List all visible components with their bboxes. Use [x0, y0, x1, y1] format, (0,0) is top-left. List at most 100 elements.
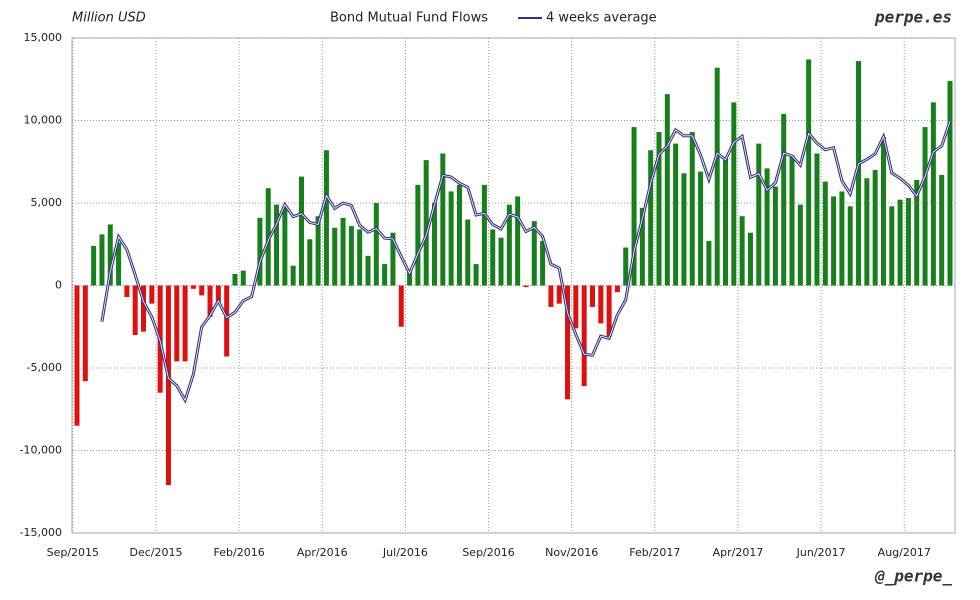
bar	[531, 221, 537, 286]
bar	[706, 240, 712, 286]
bar	[523, 285, 529, 288]
bar	[307, 239, 313, 286]
bar	[565, 285, 571, 400]
bar	[190, 285, 196, 289]
bar	[506, 204, 512, 286]
bar	[340, 217, 346, 286]
bar	[498, 237, 504, 286]
bar	[540, 240, 546, 286]
bar	[124, 285, 130, 298]
x-tick-label: Feb/2016	[214, 546, 265, 559]
bar	[448, 191, 454, 286]
y-tick-label: -10,000	[20, 444, 62, 457]
bar	[889, 206, 895, 286]
bar	[814, 153, 820, 286]
bar	[839, 191, 845, 286]
bar	[631, 127, 637, 286]
bar	[116, 242, 122, 286]
average-line	[100, 120, 952, 404]
bar	[490, 229, 496, 286]
bar	[373, 203, 379, 286]
y-tick-label: 5,000	[31, 196, 63, 209]
bar	[199, 285, 205, 296]
bar	[290, 265, 296, 286]
bar	[831, 196, 837, 286]
bar	[856, 61, 862, 286]
bar	[606, 285, 612, 337]
bar	[423, 160, 429, 286]
y-tick-label: 15,000	[24, 31, 63, 44]
bar	[548, 285, 554, 307]
bar	[781, 113, 787, 286]
bar	[91, 245, 97, 286]
bar	[132, 285, 138, 335]
bar	[365, 255, 371, 286]
bar	[415, 184, 421, 286]
x-tick-label: Sep/2016	[462, 546, 514, 559]
bar	[232, 273, 238, 286]
bar	[689, 132, 695, 286]
bar	[872, 170, 878, 286]
bar	[698, 171, 704, 286]
bar	[623, 247, 629, 286]
bar	[731, 102, 737, 286]
bar	[897, 199, 903, 286]
bar	[598, 285, 604, 324]
bar	[723, 158, 729, 286]
bar	[257, 217, 263, 286]
bar	[939, 174, 945, 286]
bar	[806, 59, 812, 286]
bar	[440, 153, 446, 286]
bar	[315, 216, 321, 286]
bar	[432, 203, 438, 286]
y-tick-label: 0	[55, 279, 62, 292]
bar	[82, 285, 88, 382]
bar	[589, 285, 595, 307]
bar	[664, 94, 670, 286]
bar	[880, 137, 886, 286]
x-tick-label: Feb/2017	[629, 546, 680, 559]
bar	[282, 207, 288, 286]
bar	[465, 219, 471, 286]
bar	[922, 127, 928, 286]
bar	[74, 285, 80, 426]
credit: @_perpe_	[874, 567, 952, 586]
bar	[149, 285, 155, 304]
bar	[714, 67, 720, 286]
bar	[614, 285, 620, 293]
y-tick-label: -15,000	[20, 526, 62, 539]
bar	[274, 204, 280, 286]
bar	[165, 285, 171, 486]
legend-label: 4 weeks average	[546, 11, 657, 26]
bar	[581, 285, 587, 387]
bar	[515, 196, 521, 286]
bar	[797, 204, 803, 286]
bar	[357, 229, 363, 286]
bar	[822, 181, 828, 286]
bar	[382, 264, 388, 286]
bar	[747, 232, 753, 286]
bar	[323, 150, 329, 286]
bar	[265, 188, 271, 286]
bar	[215, 285, 221, 302]
bar	[99, 234, 105, 286]
bar	[182, 285, 188, 362]
bar	[473, 264, 479, 286]
x-tick-label: Apr/2017	[713, 546, 764, 559]
y-tick-label: -5,000	[27, 361, 62, 374]
bar	[947, 80, 953, 286]
x-tick-label: Dec/2015	[129, 546, 182, 559]
bar	[930, 102, 936, 286]
bar	[240, 270, 246, 286]
bar	[456, 184, 462, 286]
bar	[107, 224, 113, 286]
x-tick-label: Aug/2017	[878, 546, 931, 559]
x-tick-label: Jul/2016	[382, 546, 428, 559]
bar	[864, 178, 870, 286]
bar	[348, 226, 354, 286]
bar	[398, 285, 404, 327]
x-tick-label: Apr/2016	[297, 546, 348, 559]
bar	[639, 207, 645, 286]
bar	[224, 285, 230, 357]
